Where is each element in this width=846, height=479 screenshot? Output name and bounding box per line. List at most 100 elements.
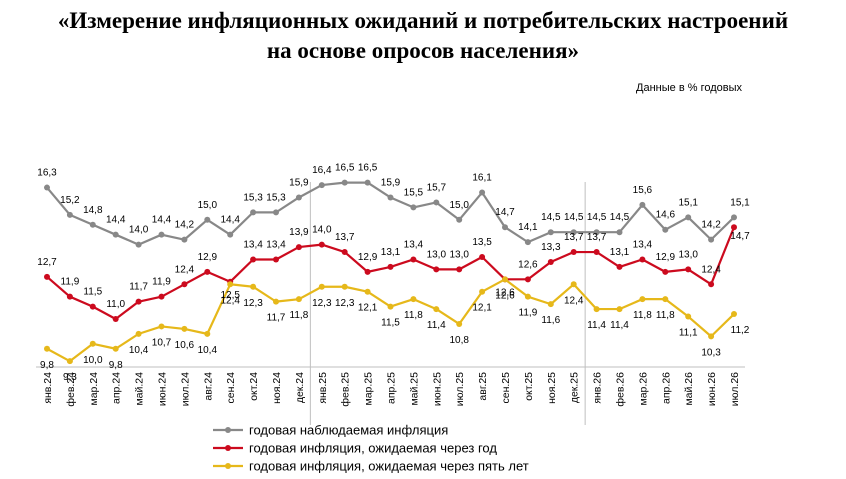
data-label: 12,1 [358, 303, 378, 314]
data-point [708, 236, 715, 243]
data-label: 15,1 [730, 197, 750, 208]
data-label: 13,4 [266, 239, 286, 250]
data-label: 12,7 [37, 257, 57, 268]
data-point [410, 296, 417, 303]
data-point [112, 316, 119, 322]
x-tick-label: сен.25 [500, 372, 512, 404]
data-label: 12,9 [358, 252, 378, 263]
data-point [616, 229, 623, 236]
x-tick-label: май.26 [683, 372, 695, 406]
data-label: 9,8 [40, 360, 54, 371]
data-point [410, 256, 417, 263]
series-line [46, 181, 735, 246]
x-tick-label: ноя.25 [546, 372, 558, 404]
data-point [341, 179, 348, 186]
data-label: 10,7 [152, 337, 172, 348]
data-label: 14,5 [564, 212, 584, 223]
x-tick-label: апр.25 [386, 372, 398, 404]
data-point [204, 330, 211, 337]
data-point [708, 281, 715, 288]
data-label: 12,9 [198, 252, 218, 263]
data-label: 11,4 [587, 320, 606, 331]
data-label: 15,3 [243, 192, 263, 203]
data-point [456, 266, 463, 273]
data-point [341, 249, 348, 256]
data-point [547, 258, 554, 265]
legend-entry: годовая наблюдаемая инфляция [249, 423, 448, 438]
x-tick-label: окт.24 [248, 372, 260, 401]
data-label: 11,7 [129, 282, 148, 293]
data-label: 13,1 [610, 247, 630, 258]
x-tick-label: июн.24 [157, 372, 169, 406]
data-label: 15,1 [678, 197, 698, 208]
data-point [227, 231, 234, 238]
data-point [593, 306, 600, 313]
data-label: 11,9 [519, 308, 538, 319]
data-point [570, 229, 577, 236]
data-label: 15,0 [449, 200, 469, 211]
data-label: 10,6 [175, 340, 195, 351]
data-label: 11,6 [541, 315, 560, 326]
x-tick-label: июл.24 [179, 372, 191, 406]
data-label: 16,3 [37, 168, 57, 179]
data-label: 15,7 [427, 182, 447, 193]
data-point [295, 244, 302, 251]
data-point [112, 231, 119, 238]
data-label: 11,7 [267, 313, 286, 324]
data-label: 12,4 [701, 264, 721, 275]
data-label: 14,0 [312, 225, 332, 236]
legend-entry: годовая инфляция, ожидаемая через год [249, 441, 497, 456]
x-tick-label: мар.26 [637, 372, 649, 406]
x-tick-label: дек.25 [569, 372, 581, 403]
data-label: 12,5 [220, 290, 240, 301]
data-point [158, 231, 165, 238]
x-tick-label: окт.25 [523, 372, 535, 401]
x-tick-label: авг.25 [477, 372, 489, 401]
data-point [570, 281, 577, 288]
data-label: 15,6 [633, 185, 653, 196]
data-point [135, 330, 142, 337]
data-point [89, 340, 96, 347]
data-point [135, 241, 142, 248]
data-label: 13,1 [381, 247, 401, 258]
data-point [547, 229, 554, 236]
data-label: 14,4 [106, 215, 126, 226]
data-point [570, 249, 577, 256]
data-point [273, 298, 279, 305]
data-label: 11,4 [610, 320, 629, 331]
data-label: 11,4 [427, 320, 446, 331]
data-label: 14,7 [730, 231, 750, 242]
data-point [181, 325, 188, 332]
data-point [433, 199, 440, 206]
data-point [318, 241, 325, 248]
x-tick-label: мар.25 [363, 372, 375, 406]
data-label: 15,2 [60, 195, 80, 206]
chart-title-line-1: «Измерение инфляционных ожиданий и потре… [57, 8, 789, 33]
data-point [685, 313, 692, 320]
data-point [410, 204, 417, 211]
data-label: 13,4 [243, 239, 263, 250]
data-label: 14,2 [175, 220, 195, 231]
data-point [364, 288, 371, 295]
x-tick-label: фев.26 [615, 372, 627, 407]
x-tick-label: апр.24 [111, 372, 123, 404]
x-tick-label: июл.25 [454, 372, 466, 406]
data-point [456, 216, 463, 223]
data-point [524, 239, 531, 246]
data-point [662, 268, 669, 275]
data-point [112, 345, 119, 352]
x-tick-label: сен.24 [225, 372, 237, 404]
x-tick-label: янв.24 [42, 372, 54, 404]
data-label: 11,9 [152, 277, 171, 288]
data-label: 13,0 [449, 249, 469, 260]
data-label: 14,4 [152, 215, 172, 226]
data-label: 13,7 [335, 232, 355, 243]
data-point [731, 214, 737, 221]
data-point [89, 303, 96, 310]
x-tick-label: мар.24 [88, 372, 100, 406]
x-tick-label: июн.25 [431, 372, 443, 406]
data-point [662, 296, 669, 303]
data-label: 16,1 [472, 173, 492, 184]
data-point [731, 224, 737, 231]
data-label: 13,0 [427, 249, 447, 260]
